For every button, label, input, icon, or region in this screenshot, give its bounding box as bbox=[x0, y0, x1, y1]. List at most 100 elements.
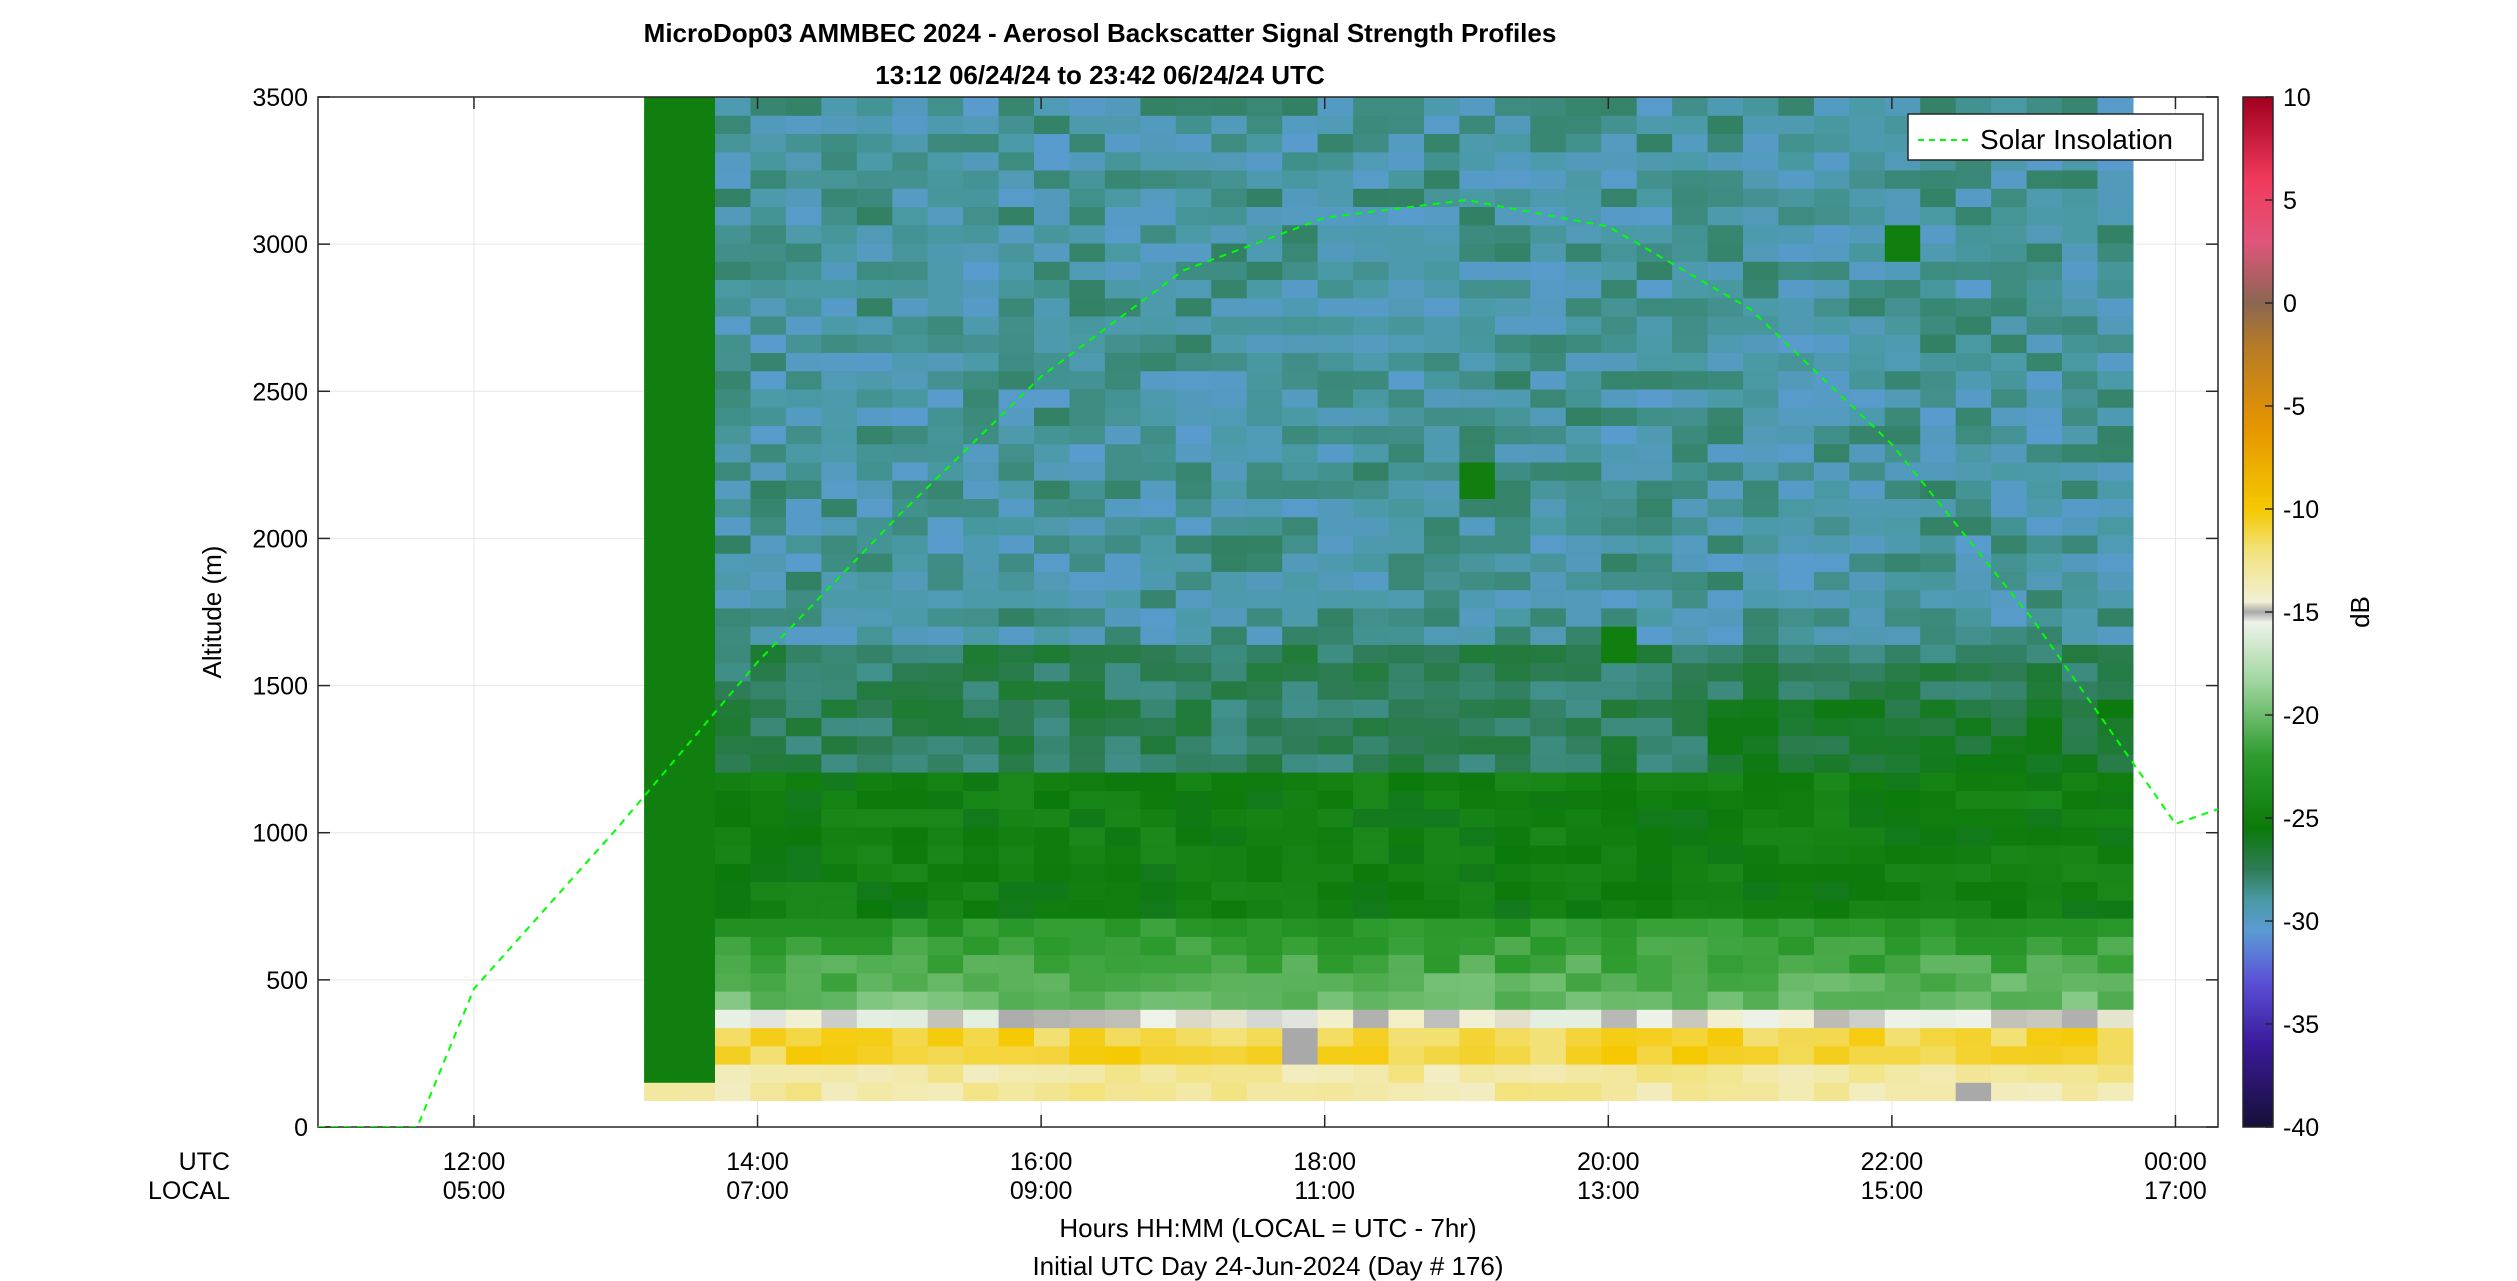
heatmap-cell bbox=[821, 1009, 858, 1029]
heatmap-cell bbox=[2026, 717, 2063, 737]
heatmap-cell bbox=[927, 443, 964, 463]
heatmap-cell bbox=[963, 826, 1000, 846]
heatmap-cell bbox=[1494, 480, 1531, 499]
heatmap-cell bbox=[1920, 315, 1957, 335]
heatmap-cell bbox=[1424, 571, 1460, 591]
heatmap-cell bbox=[856, 790, 893, 810]
heatmap-cell bbox=[1388, 644, 1425, 664]
heatmap-cell bbox=[1104, 553, 1141, 572]
heatmap-cell bbox=[1494, 261, 1531, 280]
heatmap-cell bbox=[1459, 607, 1496, 627]
heatmap-cell bbox=[644, 735, 681, 755]
y-tick-label: 2500 bbox=[252, 378, 308, 406]
heatmap-cell bbox=[856, 115, 893, 134]
heatmap-cell bbox=[785, 918, 822, 937]
heatmap-cell bbox=[1778, 297, 1815, 317]
heatmap-cell bbox=[1069, 607, 1106, 627]
heatmap-cell bbox=[1175, 899, 1212, 919]
heatmap-cell bbox=[2026, 443, 2063, 463]
heatmap-cell bbox=[750, 808, 787, 828]
heatmap-cell bbox=[1601, 334, 1638, 353]
heatmap-cell bbox=[1813, 772, 1850, 791]
heatmap-cell bbox=[785, 97, 822, 116]
heatmap-cell bbox=[1991, 735, 2028, 755]
heatmap-cell bbox=[1424, 279, 1460, 299]
heatmap-cell bbox=[1707, 498, 1744, 518]
heatmap-cell bbox=[821, 845, 858, 864]
heatmap-cell bbox=[1743, 224, 1779, 244]
heatmap-cell bbox=[1778, 115, 1815, 134]
heatmap-cell bbox=[1424, 498, 1460, 518]
heatmap-cell bbox=[2097, 772, 2134, 791]
heatmap-cell bbox=[2026, 370, 2063, 390]
heatmap-cell bbox=[892, 808, 929, 828]
x-tick-labels: 12:0005:0014:0007:0016:0009:0018:0011:00… bbox=[443, 1148, 2207, 1205]
heatmap-cell bbox=[1246, 553, 1283, 572]
heatmap-cell bbox=[1778, 133, 1815, 153]
heatmap-cell bbox=[821, 151, 858, 171]
heatmap-cell bbox=[1565, 1027, 1602, 1047]
heatmap-cell bbox=[1317, 626, 1354, 645]
heatmap-cell bbox=[750, 680, 787, 700]
heatmap-cell bbox=[1565, 626, 1602, 645]
heatmap-cell bbox=[1317, 662, 1354, 682]
heatmap-cell bbox=[998, 461, 1035, 481]
heatmap-cell bbox=[1565, 297, 1602, 317]
heatmap-cell bbox=[998, 425, 1035, 445]
heatmap-cell bbox=[1849, 662, 1886, 682]
heatmap-cell bbox=[1211, 1027, 1248, 1047]
heatmap-cell bbox=[1955, 516, 1992, 536]
heatmap-cell bbox=[1140, 516, 1177, 536]
heatmap-cell bbox=[1884, 1009, 1921, 1029]
heatmap-cell bbox=[821, 297, 858, 317]
heatmap-cell bbox=[856, 753, 893, 773]
heatmap-cell bbox=[1175, 772, 1212, 791]
heatmap-cell bbox=[1707, 845, 1744, 864]
heatmap-cell bbox=[785, 1064, 822, 1083]
heatmap-cell bbox=[1955, 735, 1992, 755]
heatmap-cell bbox=[2062, 461, 2098, 481]
heatmap-cell bbox=[1813, 407, 1850, 426]
colorbar-tick-label: -20 bbox=[2283, 702, 2319, 730]
heatmap-cell bbox=[1707, 315, 1744, 335]
heatmap-cell bbox=[1388, 753, 1425, 773]
heatmap-cell bbox=[1282, 188, 1319, 207]
heatmap-cell bbox=[1778, 936, 1815, 956]
heatmap-cell bbox=[998, 680, 1035, 700]
heatmap-cell bbox=[2097, 443, 2134, 463]
heatmap-cell bbox=[821, 407, 858, 426]
heatmap-cell bbox=[1034, 516, 1070, 536]
heatmap-cell bbox=[1140, 334, 1177, 353]
heatmap-cell bbox=[1246, 352, 1283, 372]
heatmap-cell bbox=[1034, 151, 1070, 171]
heatmap-cell bbox=[1175, 261, 1212, 280]
heatmap-cell bbox=[1494, 918, 1531, 937]
heatmap-cell bbox=[1494, 607, 1531, 627]
heatmap-cell bbox=[1140, 553, 1177, 572]
heatmap-cell bbox=[892, 991, 929, 1010]
heatmap-cell bbox=[1459, 407, 1496, 426]
heatmap-cell bbox=[1104, 534, 1141, 554]
heatmap-cell bbox=[927, 151, 964, 171]
heatmap-cell bbox=[856, 407, 893, 426]
heatmap-cell bbox=[892, 352, 929, 372]
heatmap-cell bbox=[1140, 443, 1177, 463]
heatmap-cell bbox=[1530, 626, 1567, 645]
heatmap-cell bbox=[1778, 662, 1815, 682]
heatmap-cell bbox=[2062, 1064, 2098, 1083]
heatmap-cell bbox=[963, 425, 1000, 445]
heatmap-cell bbox=[2062, 553, 2098, 572]
heatmap-cell bbox=[785, 206, 822, 226]
heatmap-cell bbox=[750, 626, 787, 645]
heatmap-cell bbox=[1991, 607, 2028, 627]
colorbar-tick-label: 10 bbox=[2283, 84, 2311, 112]
heatmap-cell bbox=[2026, 224, 2063, 244]
heatmap-cell bbox=[1175, 1009, 1212, 1029]
heatmap-cell bbox=[1175, 881, 1212, 901]
heatmap-cell bbox=[1743, 662, 1779, 682]
heatmap-cell bbox=[856, 334, 893, 353]
heatmap-cell bbox=[1991, 680, 2028, 700]
heatmap-cell bbox=[1813, 626, 1850, 645]
heatmap-cell bbox=[785, 991, 822, 1010]
heatmap-cell bbox=[1175, 352, 1212, 372]
